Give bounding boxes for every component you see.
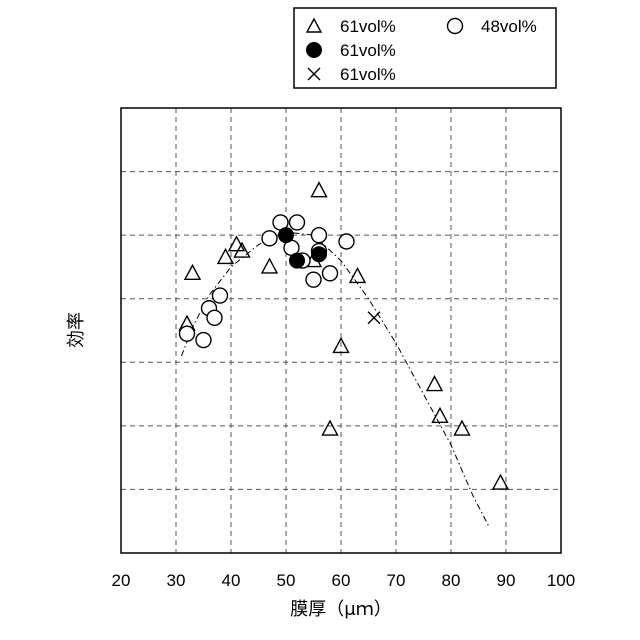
data-points-layer [180, 183, 509, 489]
legend-label: 61vol% [340, 17, 396, 36]
data-point-filled-circle [279, 228, 294, 243]
data-point-triangle [323, 421, 338, 435]
data-point-filled-circle [312, 247, 327, 262]
x-tick-label: 80 [442, 571, 461, 590]
data-point-open-circle [290, 215, 305, 230]
y-axis-title: 効率 [66, 312, 87, 348]
x-tick-label: 60 [332, 571, 351, 590]
data-point-triangle [455, 421, 470, 435]
data-point-triangle [427, 377, 442, 391]
data-point-open-circle [262, 231, 277, 246]
data-point-open-circle [207, 310, 222, 325]
data-point-triangle [185, 265, 200, 279]
data-point-triangle [350, 268, 365, 282]
legend-label: 61vol% [340, 41, 396, 60]
data-point-triangle [262, 259, 277, 273]
x-tick-label: 90 [497, 571, 516, 590]
x-tick-label: 30 [167, 571, 186, 590]
x-tick-label: 50 [277, 571, 296, 590]
data-point-cross [368, 312, 380, 324]
data-point-open-circle [180, 326, 195, 341]
x-tick-label: 20 [112, 571, 131, 590]
x-tick-label: 70 [387, 571, 406, 590]
legend-label: 61vol% [340, 65, 396, 84]
legend-label: 48vol% [481, 17, 537, 36]
data-point-open-circle [196, 333, 211, 348]
data-point-filled-circle [290, 253, 305, 268]
data-point-open-circle [213, 288, 228, 303]
data-point-open-circle [306, 272, 321, 287]
data-point-open-circle [323, 266, 338, 281]
x-tick-label: 100 [547, 571, 575, 590]
data-point-triangle [312, 183, 327, 197]
data-point-open-circle [339, 234, 354, 249]
legend: 61vol% 48vol% 61vol% 61vol% [294, 8, 556, 88]
x-tick-labels: 20 30 40 50 60 70 80 90 100 [112, 571, 576, 590]
x-axis-title: 膜厚（μｍ） [290, 599, 391, 620]
x-tick-label: 40 [222, 571, 241, 590]
data-point-open-circle [312, 228, 327, 243]
legend-filled-circle-marker [307, 43, 322, 58]
legend-open-circle-marker [448, 19, 463, 34]
